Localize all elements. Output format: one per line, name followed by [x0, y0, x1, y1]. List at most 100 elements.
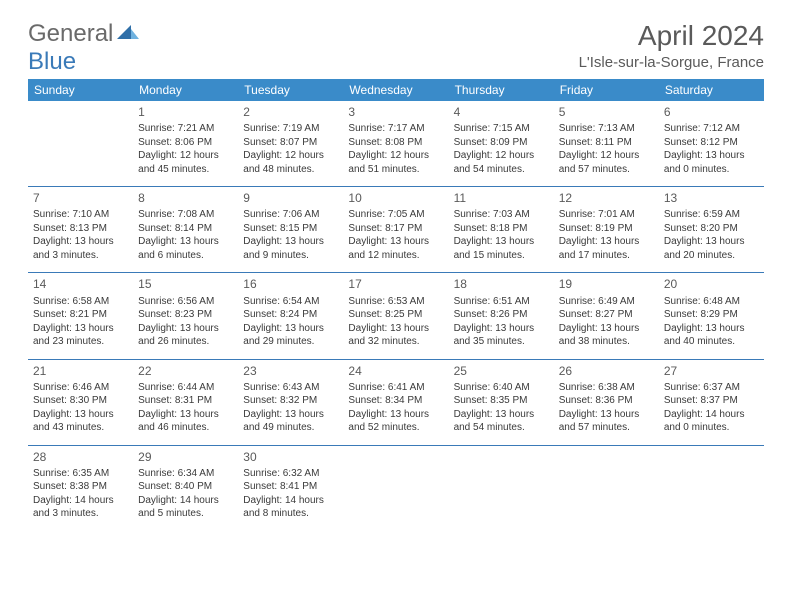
location: L'Isle-sur-la-Sorgue, France	[579, 54, 764, 71]
calendar-cell: 2Sunrise: 7:19 AMSunset: 8:07 PMDaylight…	[238, 101, 343, 187]
daylight-text: Daylight: 14 hours	[243, 494, 338, 508]
sunrise-text: Sunrise: 7:12 AM	[664, 122, 759, 136]
day-number: 19	[559, 276, 654, 292]
logo-text-1: General	[28, 20, 113, 48]
sunrise-text: Sunrise: 6:48 AM	[664, 295, 759, 309]
daylight-text: and 48 minutes.	[243, 163, 338, 177]
sunrise-text: Sunrise: 7:17 AM	[348, 122, 443, 136]
sunset-text: Sunset: 8:24 PM	[243, 308, 338, 322]
daylight-text: Daylight: 14 hours	[33, 494, 128, 508]
daylight-text: and 23 minutes.	[33, 335, 128, 349]
day-number: 29	[138, 449, 233, 465]
daylight-text: and 6 minutes.	[138, 249, 233, 263]
calendar-cell: 10Sunrise: 7:05 AMSunset: 8:17 PMDayligh…	[343, 187, 448, 273]
daylight-text: and 15 minutes.	[454, 249, 549, 263]
logo: General	[28, 20, 139, 48]
sunset-text: Sunset: 8:31 PM	[138, 394, 233, 408]
daylight-text: Daylight: 14 hours	[664, 408, 759, 422]
calendar-cell: 16Sunrise: 6:54 AMSunset: 8:24 PMDayligh…	[238, 273, 343, 359]
daylight-text: and 57 minutes.	[559, 163, 654, 177]
sunrise-text: Sunrise: 6:43 AM	[243, 381, 338, 395]
day-header: Saturday	[659, 79, 764, 101]
daylight-text: and 40 minutes.	[664, 335, 759, 349]
calendar-cell	[343, 445, 448, 531]
daylight-text: Daylight: 13 hours	[454, 408, 549, 422]
sunrise-text: Sunrise: 7:15 AM	[454, 122, 549, 136]
day-header: Wednesday	[343, 79, 448, 101]
day-number: 26	[559, 363, 654, 379]
sunset-text: Sunset: 8:34 PM	[348, 394, 443, 408]
daylight-text: Daylight: 13 hours	[559, 408, 654, 422]
daylight-text: and 3 minutes.	[33, 249, 128, 263]
sunset-text: Sunset: 8:40 PM	[138, 480, 233, 494]
day-header-row: Sunday Monday Tuesday Wednesday Thursday…	[28, 79, 764, 101]
daylight-text: Daylight: 12 hours	[138, 149, 233, 163]
daylight-text: Daylight: 12 hours	[559, 149, 654, 163]
header: General April 2024 L'Isle-sur-la-Sorgue,…	[28, 20, 764, 71]
daylight-text: Daylight: 13 hours	[243, 408, 338, 422]
day-number: 12	[559, 190, 654, 206]
sunset-text: Sunset: 8:27 PM	[559, 308, 654, 322]
sunset-text: Sunset: 8:06 PM	[138, 136, 233, 150]
sunset-text: Sunset: 8:38 PM	[33, 480, 128, 494]
sunset-text: Sunset: 8:15 PM	[243, 222, 338, 236]
day-number: 21	[33, 363, 128, 379]
daylight-text: and 52 minutes.	[348, 421, 443, 435]
daylight-text: Daylight: 13 hours	[243, 322, 338, 336]
sunrise-text: Sunrise: 7:03 AM	[454, 208, 549, 222]
calendar-cell: 6Sunrise: 7:12 AMSunset: 8:12 PMDaylight…	[659, 101, 764, 187]
daylight-text: and 45 minutes.	[138, 163, 233, 177]
logo-icon	[117, 20, 139, 48]
sunrise-text: Sunrise: 7:19 AM	[243, 122, 338, 136]
day-number: 25	[454, 363, 549, 379]
day-number: 1	[138, 104, 233, 120]
day-number: 27	[664, 363, 759, 379]
day-number: 3	[348, 104, 443, 120]
day-number: 18	[454, 276, 549, 292]
sunset-text: Sunset: 8:11 PM	[559, 136, 654, 150]
title-block: April 2024 L'Isle-sur-la-Sorgue, France	[579, 20, 764, 71]
calendar-cell: 11Sunrise: 7:03 AMSunset: 8:18 PMDayligh…	[449, 187, 554, 273]
daylight-text: Daylight: 12 hours	[243, 149, 338, 163]
sunset-text: Sunset: 8:25 PM	[348, 308, 443, 322]
daylight-text: Daylight: 13 hours	[243, 235, 338, 249]
calendar-cell: 1 Sunrise: 7:21 AMSunset: 8:06 PMDaylight…	[133, 101, 238, 187]
sunrise-text: Sunrise: 6:54 AM	[243, 295, 338, 309]
sunset-text: Sunset: 8:26 PM	[454, 308, 549, 322]
daylight-text: Daylight: 13 hours	[348, 322, 443, 336]
day-number: 9	[243, 190, 338, 206]
daylight-text: Daylight: 13 hours	[138, 408, 233, 422]
calendar-cell: 22Sunrise: 6:44 AMSunset: 8:31 PMDayligh…	[133, 359, 238, 445]
daylight-text: Daylight: 13 hours	[138, 322, 233, 336]
sunrise-text: Sunrise: 6:40 AM	[454, 381, 549, 395]
day-number: 28	[33, 449, 128, 465]
daylight-text: Daylight: 12 hours	[348, 149, 443, 163]
day-header: Monday	[133, 79, 238, 101]
calendar-row: 7Sunrise: 7:10 AMSunset: 8:13 PMDaylight…	[28, 187, 764, 273]
calendar-cell: 15Sunrise: 6:56 AMSunset: 8:23 PMDayligh…	[133, 273, 238, 359]
daylight-text: and 12 minutes.	[348, 249, 443, 263]
calendar-cell: 17Sunrise: 6:53 AMSunset: 8:25 PMDayligh…	[343, 273, 448, 359]
daylight-text: and 29 minutes.	[243, 335, 338, 349]
sunrise-text: Sunrise: 6:44 AM	[138, 381, 233, 395]
calendar-cell: 19Sunrise: 6:49 AMSunset: 8:27 PMDayligh…	[554, 273, 659, 359]
sunrise-text: Sunrise: 7:21 AM	[138, 122, 233, 136]
day-number: 8	[138, 190, 233, 206]
sunrise-text: Sunrise: 6:59 AM	[664, 208, 759, 222]
daylight-text: Daylight: 12 hours	[454, 149, 549, 163]
sunrise-text: Sunrise: 6:38 AM	[559, 381, 654, 395]
calendar-row: 14Sunrise: 6:58 AMSunset: 8:21 PMDayligh…	[28, 273, 764, 359]
day-number: 24	[348, 363, 443, 379]
day-number: 17	[348, 276, 443, 292]
daylight-text: Daylight: 13 hours	[454, 235, 549, 249]
calendar-row: 21Sunrise: 6:46 AMSunset: 8:30 PMDayligh…	[28, 359, 764, 445]
sunrise-text: Sunrise: 6:49 AM	[559, 295, 654, 309]
sunset-text: Sunset: 8:19 PM	[559, 222, 654, 236]
day-number: 23	[243, 363, 338, 379]
sunset-text: Sunset: 8:09 PM	[454, 136, 549, 150]
daylight-text: and 17 minutes.	[559, 249, 654, 263]
daylight-text: Daylight: 13 hours	[138, 235, 233, 249]
calendar-cell: 26Sunrise: 6:38 AMSunset: 8:36 PMDayligh…	[554, 359, 659, 445]
day-number: 4	[454, 104, 549, 120]
sunset-text: Sunset: 8:12 PM	[664, 136, 759, 150]
